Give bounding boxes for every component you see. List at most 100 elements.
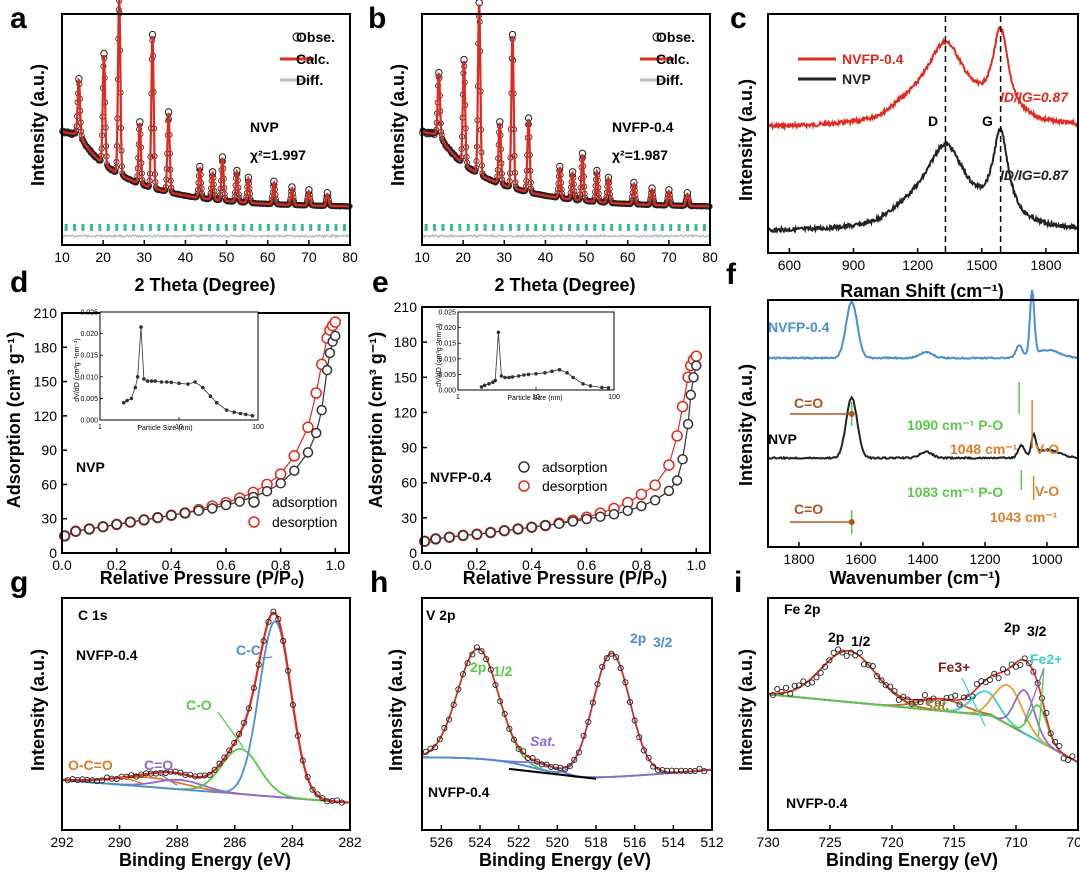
panel-h-axes-frame bbox=[421, 597, 713, 831]
panel-letter-h: h bbox=[370, 566, 388, 599]
panel-f-vo-wavenumber-1: 1048 cm⁻¹ bbox=[950, 441, 1018, 457]
panel-i-data-point bbox=[1017, 661, 1024, 668]
panel-d-adsorption-point bbox=[207, 503, 218, 514]
panel-b-bragg-tick bbox=[534, 224, 538, 231]
panel-d-adsorption-point bbox=[70, 526, 81, 537]
panel-a-bragg-tick bbox=[81, 224, 85, 231]
panel-e-inset-point bbox=[606, 386, 611, 390]
panel-e-inset-point bbox=[522, 373, 526, 377]
panel-c-legend-nvp: NVP bbox=[842, 71, 871, 87]
panel-e-inset-point bbox=[482, 383, 487, 388]
panel-g-cc-label: C-C bbox=[236, 642, 261, 658]
panel-g-data-point bbox=[275, 616, 282, 623]
panel-i-data-point bbox=[848, 649, 855, 656]
panel-g-data-point bbox=[314, 791, 321, 798]
panel-h-title: V 2p bbox=[426, 607, 456, 623]
panel-h-data-point bbox=[599, 663, 606, 670]
panel-d-ytick-label: 180 bbox=[34, 339, 58, 355]
panel-i-fe2-leader-2 bbox=[1037, 667, 1045, 738]
panel-g-occo-label: O-C=O bbox=[68, 757, 113, 773]
panel-e-adsorption-point bbox=[682, 418, 694, 430]
plots-layer: 10 20 30 40 50 60 70 80 10 20 30 40 50 60 70 80 600 900 12… bbox=[34, 0, 1080, 850]
panel-b-legend-diff: Diff. bbox=[656, 72, 683, 88]
panel-i-xtick-label: 725 bbox=[818, 834, 842, 850]
panel-a-bragg-tick bbox=[300, 224, 304, 231]
panel-h-data-point bbox=[473, 644, 480, 651]
panel-i-data-point bbox=[930, 695, 937, 702]
panel-f-xtick-label: 1200 bbox=[969, 551, 1000, 567]
panel-d-inset-ytick-label: 0.020 bbox=[80, 331, 98, 338]
panel-f-series-nvfp: NVFP-0.4 bbox=[768, 319, 830, 335]
panel-b-bragg-tick bbox=[508, 224, 512, 231]
panel-a-legend-obse: Obse. bbox=[296, 29, 335, 45]
panel-i-xlabel: Binding Energy (eV) bbox=[826, 850, 998, 870]
panel-e-inset-point bbox=[493, 378, 498, 383]
panel-i-data-point bbox=[1065, 756, 1072, 763]
panel-d-xlabel: Relative Pressure (P/Pₒ) bbox=[100, 568, 304, 588]
panel-h-data-point bbox=[543, 761, 550, 768]
panel-i-data-point bbox=[861, 661, 868, 668]
panel-h-data-point bbox=[464, 659, 471, 667]
panel-d-inset-point bbox=[238, 411, 243, 416]
panel-e-legend-desorption: desorption bbox=[542, 478, 607, 494]
panel-h-data-point bbox=[538, 761, 545, 768]
panel-d-inset-frame bbox=[99, 311, 259, 421]
panel-e-inset-ytick-label: 0.005 bbox=[438, 372, 456, 379]
panel-f: f Wavenumber (cm⁻¹) Intensity (a.u.) NVF… bbox=[726, 258, 1059, 588]
panel-i-data-point bbox=[874, 673, 881, 680]
panel-d-ytick-label: 30 bbox=[41, 511, 57, 527]
panel-e-adsorption-point bbox=[444, 531, 455, 543]
panel-e-inset-xtick-label: 100 bbox=[608, 394, 620, 401]
panel-g-data-point bbox=[285, 667, 292, 674]
panel-f-vo-label-2: V-O bbox=[1035, 483, 1059, 499]
panel-i-data-point bbox=[839, 649, 846, 656]
panel-a-bragg-tick bbox=[174, 224, 178, 231]
panel-h-data-point bbox=[501, 710, 508, 717]
panel-d-adsorption-point bbox=[324, 347, 336, 359]
panel-h-data-point bbox=[631, 717, 638, 724]
panel-h-data-point bbox=[446, 716, 453, 723]
panel-e-inset-point bbox=[543, 371, 547, 375]
panel-h-sat-label: Sat. bbox=[530, 733, 556, 749]
panel-b-legend-obse-marker bbox=[652, 32, 662, 42]
panel-g-data-point bbox=[265, 618, 272, 625]
panel-d-ytick-label: 120 bbox=[34, 408, 58, 424]
panel-h-p12-sub: 1/2 bbox=[493, 663, 513, 679]
panel-c-xtick-label: 1800 bbox=[1030, 257, 1061, 273]
panel-h-xtick-label: 512 bbox=[700, 834, 724, 850]
panel-g-xtick-label: 288 bbox=[166, 834, 190, 850]
panel-i-data-point bbox=[900, 693, 907, 700]
panel-e-ytick-label: 90 bbox=[401, 440, 417, 456]
panel-b-bragg-tick bbox=[610, 224, 614, 231]
panel-i-data-point bbox=[913, 698, 920, 705]
panel-e-axes-frame bbox=[421, 306, 711, 554]
panel-g-xtick-label: 292 bbox=[50, 834, 74, 850]
panel-e-inset-ytick-label: 0.010 bbox=[438, 356, 456, 363]
panel-i-fe2b-component bbox=[768, 693, 1079, 764]
panel-c-xlabel: Raman Shift (cm⁻¹) bbox=[840, 281, 1004, 301]
panel-i-data-point bbox=[943, 694, 950, 702]
panel-h-data-point bbox=[682, 767, 689, 775]
panel-g-data-point bbox=[270, 608, 277, 615]
panel-a-bragg-tick bbox=[233, 224, 237, 231]
panel-d-inset-point bbox=[122, 400, 126, 405]
panel-b-xtick-label: 10 bbox=[414, 249, 430, 265]
panel-b-bragg-tick bbox=[559, 224, 563, 231]
panel-letter-f: f bbox=[726, 258, 737, 291]
panel-h-data-point bbox=[548, 763, 555, 770]
panel-b-bragg-tick bbox=[627, 224, 631, 231]
panel-h-data-point bbox=[580, 732, 587, 739]
panel-letter-b: b bbox=[368, 2, 386, 35]
panel-i-data-point bbox=[1030, 668, 1037, 675]
panel-d-xtick-label: 0.6 bbox=[216, 557, 236, 573]
panel-f-vo-wavenumber-2: 1043 cm⁻¹ bbox=[990, 509, 1058, 525]
panel-a-xtick-label: 40 bbox=[178, 249, 194, 265]
panel-h-data-point bbox=[645, 754, 652, 761]
panel-h-data-point bbox=[432, 744, 439, 751]
panel-i-data-point bbox=[921, 692, 928, 699]
panel-e-xtick-label: 1.0 bbox=[687, 557, 707, 573]
panel-i-data-point bbox=[852, 652, 859, 659]
panel-a-bragg-tick bbox=[216, 224, 220, 231]
panel-d-ytick-label: 90 bbox=[41, 442, 57, 458]
panel-i-data-point bbox=[791, 682, 798, 689]
